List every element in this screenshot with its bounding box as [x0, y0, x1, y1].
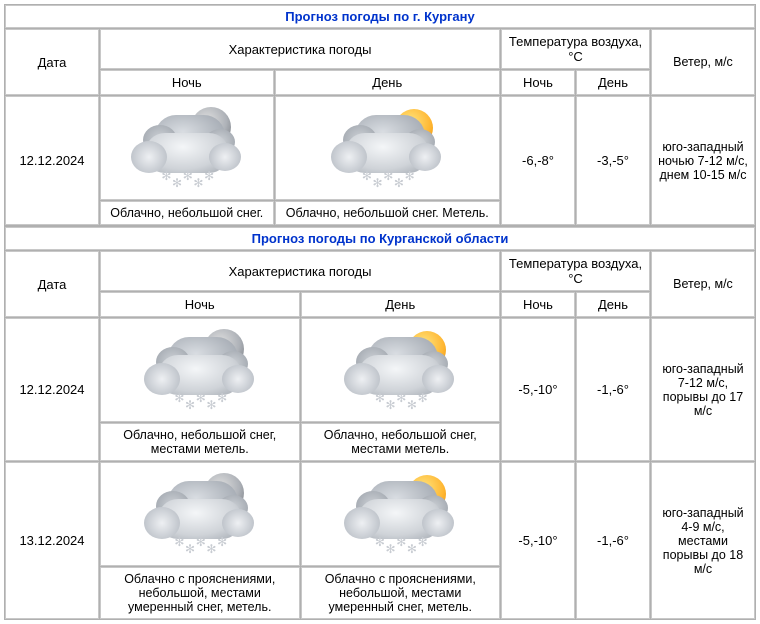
- day-description: Облачно, небольшой снег, местами метель.: [301, 423, 501, 461]
- cloud-moon-snow-icon: ✻ ✻ ✻✻ ✻: [140, 473, 260, 553]
- header-temperature: Температура воздуха, °С: [501, 29, 650, 69]
- header-temp-day: День: [576, 70, 650, 95]
- header-night: Ночь: [100, 292, 300, 317]
- header-date: Дата: [5, 29, 99, 95]
- night-icon-cell: ✻ ✻ ✻✻ ✻: [100, 96, 274, 200]
- header-date: Дата: [5, 251, 99, 317]
- day-description: Облачно, небольшой снег. Метель.: [275, 201, 500, 225]
- temp-day: -1,-6°: [576, 318, 650, 461]
- night-description: Облачно, небольшой снег.: [100, 201, 274, 225]
- cloud-sun-snow-icon: ✻ ✻ ✻✻ ✻: [327, 107, 447, 187]
- header-temperature: Температура воздуха, °С: [501, 251, 650, 291]
- night-icon-cell: ✻ ✻ ✻✻ ✻: [100, 462, 300, 566]
- temp-day: -3,-5°: [576, 96, 650, 225]
- wind-cell: юго-западный 4-9 м/с, местами порывы до …: [651, 462, 755, 619]
- temp-night: -6,-8°: [501, 96, 575, 225]
- cloud-moon-snow-icon: ✻ ✻ ✻✻ ✻: [140, 329, 260, 409]
- cloud-sun-snow-icon: ✻ ✻ ✻✻ ✻: [340, 329, 460, 409]
- header-characteristics: Характеристика погоды: [100, 29, 500, 69]
- section-title: Прогноз погоды по г. Кургану: [5, 5, 755, 28]
- temp-day: -1,-6°: [576, 462, 650, 619]
- header-temp-day: День: [576, 292, 650, 317]
- header-wind: Ветер, м/с: [651, 251, 755, 317]
- wind-cell: юго-западный ночью 7-12 м/с, днем 10-15 …: [651, 96, 755, 225]
- section-title: Прогноз погоды по Курганской области: [5, 227, 755, 250]
- forecast-table: Прогноз погоды по г. Кургану Дата Характ…: [4, 4, 756, 226]
- header-day: День: [301, 292, 501, 317]
- day-icon-cell: ✻ ✻ ✻✻ ✻: [301, 462, 501, 566]
- night-description: Облачно, небольшой снег, местами метель.: [100, 423, 300, 461]
- temp-night: -5,-10°: [501, 462, 575, 619]
- date-cell: 12.12.2024: [5, 96, 99, 225]
- temp-night: -5,-10°: [501, 318, 575, 461]
- day-icon-cell: ✻ ✻ ✻✻ ✻: [301, 318, 501, 422]
- header-characteristics: Характеристика погоды: [100, 251, 500, 291]
- header-temp-night: Ночь: [501, 292, 575, 317]
- day-description: Облачно с прояснениями, небольшой, места…: [301, 567, 501, 619]
- date-cell: 12.12.2024: [5, 318, 99, 461]
- weather-forecast-root: Прогноз погоды по г. Кургану Дата Характ…: [4, 4, 756, 620]
- night-description: Облачно с прояснениями, небольшой, места…: [100, 567, 300, 619]
- wind-cell: юго-западный 7-12 м/с, порывы до 17 м/с: [651, 318, 755, 461]
- header-day: День: [275, 70, 500, 95]
- header-night: Ночь: [100, 70, 274, 95]
- night-icon-cell: ✻ ✻ ✻✻ ✻: [100, 318, 300, 422]
- day-icon-cell: ✻ ✻ ✻✻ ✻: [275, 96, 500, 200]
- date-cell: 13.12.2024: [5, 462, 99, 619]
- header-wind: Ветер, м/с: [651, 29, 755, 95]
- cloud-sun-snow-icon: ✻ ✻ ✻✻ ✻: [340, 473, 460, 553]
- header-temp-night: Ночь: [501, 70, 575, 95]
- cloud-moon-snow-icon: ✻ ✻ ✻✻ ✻: [127, 107, 247, 187]
